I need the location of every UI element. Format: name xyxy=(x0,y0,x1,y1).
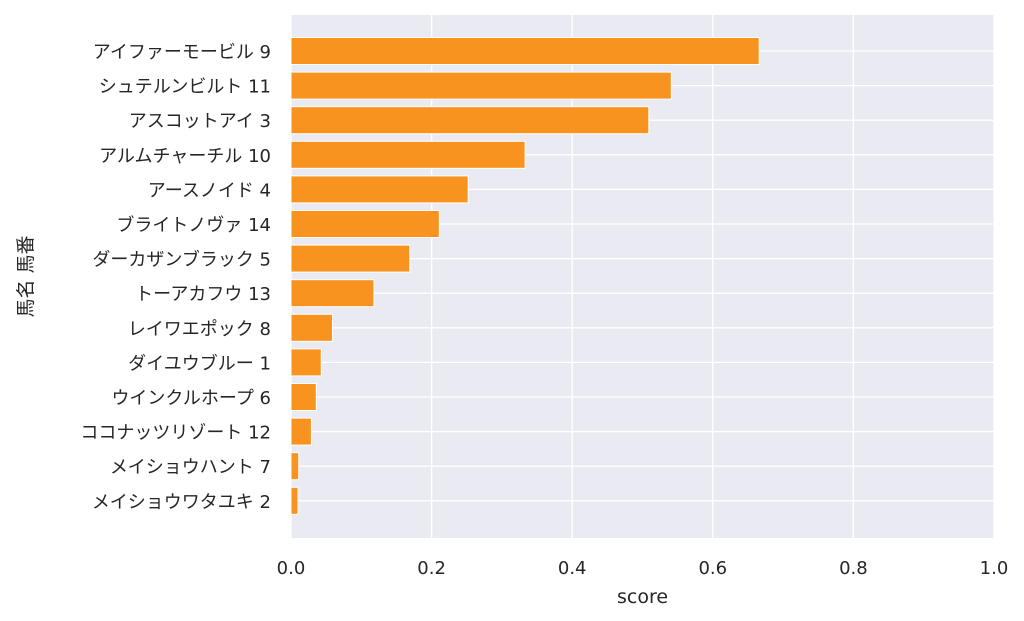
bar xyxy=(290,279,375,308)
bars xyxy=(290,37,760,515)
bar xyxy=(290,175,469,204)
plot-background xyxy=(291,15,994,538)
x-tick-labels: 0.0 0.2 0.4 0.6 0.8 1.0 xyxy=(277,558,1009,579)
bar xyxy=(290,348,322,377)
y-tick-label: メイショウハント 7 xyxy=(110,457,271,478)
y-axis-label: 馬名 馬番 xyxy=(15,235,37,317)
bar xyxy=(290,417,312,446)
y-tick-labels: アイファーモービル 9 シュテルンビルト 11 アスコットアイ 3 アルムチャーチル … xyxy=(80,42,271,513)
y-tick-label: メイショウワタユキ 2 xyxy=(92,492,271,513)
x-tick-label: 0.4 xyxy=(558,558,587,579)
bar xyxy=(290,383,317,411)
bar xyxy=(290,140,526,169)
x-tick-label: 0.2 xyxy=(417,558,446,579)
bar xyxy=(290,486,299,515)
y-tick-label: レイワエポック 8 xyxy=(128,319,271,340)
x-axis-label: score xyxy=(617,586,668,608)
bar xyxy=(290,106,650,135)
y-tick-label: アースノイド 4 xyxy=(148,180,271,201)
x-tick-label: 0.6 xyxy=(698,558,727,579)
y-tick-label: アルムチャーチル 10 xyxy=(99,146,271,167)
y-tick-label: ダーカザンブラック 5 xyxy=(92,249,271,271)
bar xyxy=(290,71,672,100)
y-tick-label: ウインクルホープ 6 xyxy=(111,388,271,409)
bar xyxy=(290,452,300,481)
bar xyxy=(290,244,411,273)
y-tick-label: ココナッツリゾート 12 xyxy=(80,423,271,444)
x-tick-label: 1.0 xyxy=(980,558,1009,579)
x-tick-label: 0.8 xyxy=(839,558,868,579)
bar xyxy=(290,210,440,238)
y-tick-label: トーアカフウ 13 xyxy=(135,284,271,305)
bar xyxy=(290,313,333,342)
y-tick-label: アイファーモービル 9 xyxy=(93,42,271,63)
y-tick-label: アスコットアイ 3 xyxy=(129,111,271,132)
x-tick-label: 0.0 xyxy=(277,558,306,579)
y-tick-label: ブライトノヴァ 14 xyxy=(116,214,271,236)
bar xyxy=(290,37,760,65)
y-tick-label: シュテルンビルト 11 xyxy=(99,77,271,98)
y-tick-label: ダイユウブルー 1 xyxy=(128,352,271,374)
